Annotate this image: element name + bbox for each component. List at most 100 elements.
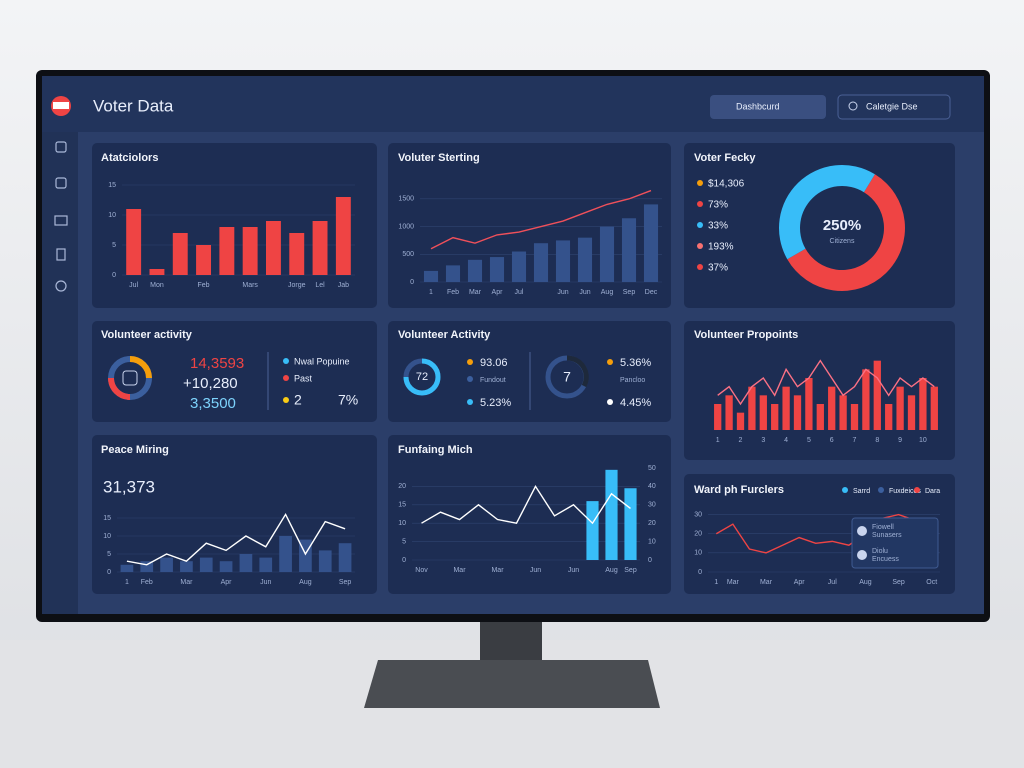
y-tick-label: 20 <box>694 531 702 538</box>
ring-label: 7 <box>563 369 571 385</box>
kpi-number: +10,280 <box>183 375 238 392</box>
x-tick-label: 3 <box>761 437 765 444</box>
legend-label: Fuxdeices <box>889 488 921 495</box>
legend-label: $14,306 <box>708 179 745 190</box>
legend-label: 193% <box>708 242 734 253</box>
bar <box>586 501 599 560</box>
dashboard-button[interactable] <box>710 95 826 119</box>
ring-segment <box>403 358 441 396</box>
tooltip <box>851 517 939 569</box>
bar <box>643 204 659 282</box>
search-icon <box>848 101 858 111</box>
legend-label: 37% <box>708 263 728 274</box>
bar <box>279 536 292 572</box>
nav-icon[interactable] <box>54 215 68 226</box>
bar <box>219 561 233 572</box>
x-tick-label: 7 <box>853 437 857 444</box>
line <box>430 189 652 250</box>
bar <box>839 395 847 430</box>
ring-label: 72 <box>416 371 428 383</box>
y-tick-label: 5 <box>402 538 406 545</box>
bar <box>242 227 258 275</box>
panel-title: Peace Miring <box>101 444 169 456</box>
x-tick-label: Jun <box>568 567 579 574</box>
x-tick-label: 1 <box>125 579 129 586</box>
donut-sublabel: Citizens <box>830 238 855 245</box>
bar <box>160 557 173 572</box>
x-tick-label: 8 <box>875 437 879 444</box>
top-bar <box>42 76 984 132</box>
nav-icon[interactable] <box>55 177 67 189</box>
x-tick-label: 1 <box>714 579 718 586</box>
x-tick-label: 1 <box>429 289 433 296</box>
bar <box>771 404 779 430</box>
legend-label: 33% <box>708 221 728 232</box>
legend-dot <box>607 399 613 405</box>
panel <box>92 321 377 422</box>
legend-label: Nwal Popuine <box>294 356 350 366</box>
legend-dot <box>697 180 703 186</box>
bar <box>748 386 756 430</box>
line <box>126 512 346 566</box>
bar <box>555 240 571 282</box>
nav-icon[interactable] <box>55 141 67 153</box>
kpi-note: 7% <box>338 392 358 408</box>
bar <box>759 395 767 430</box>
bar <box>907 395 916 430</box>
x-tick-label: Jul <box>129 282 138 289</box>
logo-band <box>53 102 69 109</box>
bar <box>793 395 802 430</box>
legend-label: Dara <box>925 488 940 495</box>
bar <box>149 269 165 275</box>
y-tick-label: 30 <box>694 511 702 518</box>
y-tick-label: 0 <box>112 272 116 279</box>
kpi-number: 3,3500 <box>190 395 236 412</box>
panel <box>92 435 377 594</box>
bar <box>423 270 439 282</box>
bar <box>896 386 904 430</box>
x-tick-label: Feb <box>141 579 153 586</box>
x-tick-label: 4 <box>784 437 788 444</box>
x-tick-label: 10 <box>919 437 927 444</box>
bar <box>219 227 235 275</box>
x-tick-label: Jun <box>579 289 590 296</box>
y-tick-label: 0 <box>107 569 111 576</box>
y-tick-label: 20 <box>398 483 406 490</box>
search-label: Caletgie Dse <box>866 101 918 111</box>
legend-label: 73% <box>708 200 728 211</box>
donut-slice <box>779 164 875 260</box>
panel <box>388 435 671 594</box>
panel-title: Volunteer activity <box>101 329 193 341</box>
tooltip-avatar <box>857 550 867 560</box>
y-tick-label: 15 <box>398 502 406 509</box>
panel-title: Voter Fecky <box>694 152 756 164</box>
ring-item: 4.45% <box>620 397 651 409</box>
bar <box>199 557 213 572</box>
nav-icon[interactable] <box>55 280 67 292</box>
x-tick-label: Apr <box>221 579 233 586</box>
x-tick-label: Nov <box>415 567 428 574</box>
bar <box>805 378 813 430</box>
x-tick-label: Jun <box>557 289 568 296</box>
bar <box>338 543 352 572</box>
x-tick-label: Aug <box>601 289 614 296</box>
panel-title: Ward ph Furclers <box>694 484 784 496</box>
legend-dot <box>697 201 703 207</box>
button-label: Dashbcurd <box>736 101 780 111</box>
y2-tick-label: 20 <box>648 520 656 527</box>
ring-item: 93.06 <box>480 357 508 369</box>
search-box[interactable] <box>837 94 951 120</box>
y-tick-label: 0 <box>402 557 406 564</box>
nav-icon[interactable] <box>56 248 66 261</box>
bar <box>782 386 790 430</box>
legend-dot <box>607 359 613 365</box>
x-tick-label: Apr <box>794 579 806 586</box>
sidebar <box>42 132 78 614</box>
tooltip-text: Sunasers <box>872 532 902 539</box>
y2-tick-label: 10 <box>648 538 656 545</box>
bar <box>725 395 733 430</box>
bar <box>736 412 745 430</box>
bar <box>489 257 505 282</box>
